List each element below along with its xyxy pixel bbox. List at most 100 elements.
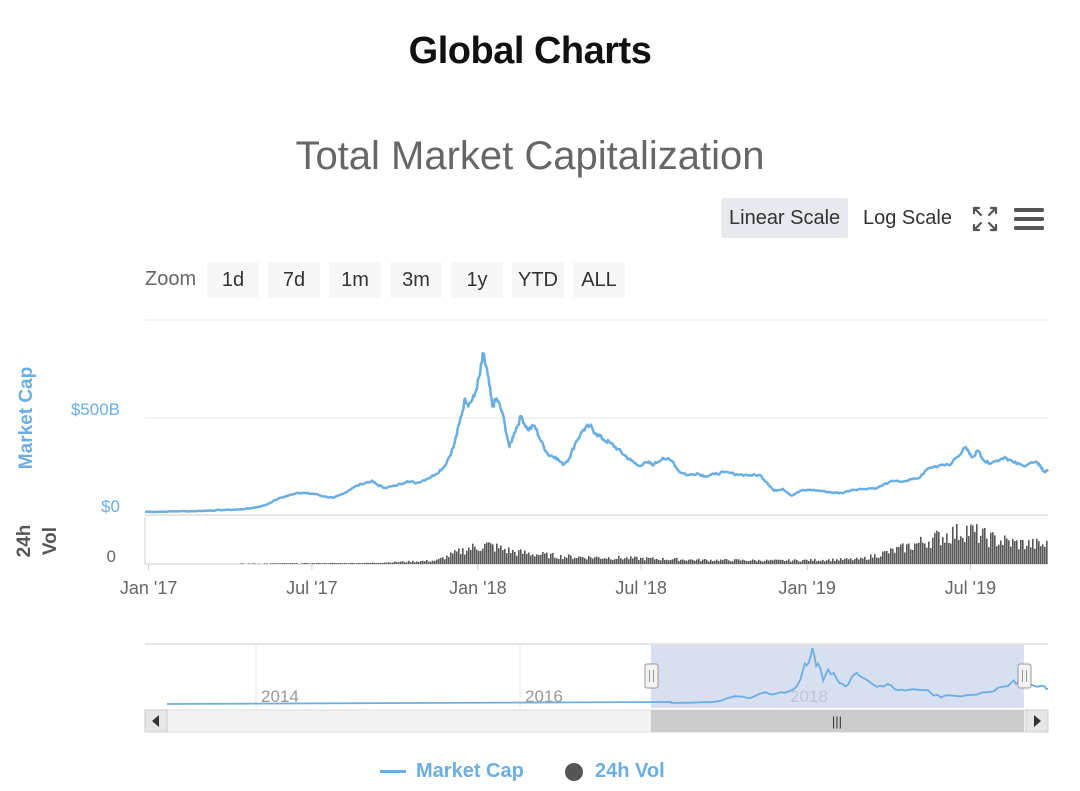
volume-bar (328, 563, 330, 564)
volume-bar (550, 553, 552, 564)
volume-bar (356, 563, 358, 564)
volume-bar (370, 562, 372, 564)
legend-item-market-cap[interactable]: Market Cap (380, 756, 524, 786)
volume-bar (888, 553, 890, 564)
volume-bar (418, 561, 420, 564)
volume-bar (932, 537, 934, 564)
linear-scale-button[interactable]: Linear Scale (721, 198, 849, 238)
zoom-1d-button[interactable]: 1d (207, 262, 259, 298)
y-tick-label: $500B (71, 400, 120, 419)
volume-bar (890, 548, 892, 564)
volume-bar (942, 537, 944, 564)
volume-bar (608, 557, 610, 564)
volume-bar (966, 525, 968, 564)
volume-bar (880, 556, 882, 564)
volume-bar (900, 544, 902, 564)
market-cap-series-line (145, 351, 1050, 514)
legend-label: Market Cap (416, 760, 524, 782)
volume-bar (758, 559, 760, 564)
volume-bar (432, 560, 434, 564)
volume-bar (1012, 538, 1014, 564)
volume-bar (774, 559, 776, 564)
scrollbar-left-button[interactable] (144, 709, 168, 733)
volume-bar (344, 562, 346, 564)
volume-bar (602, 558, 604, 564)
legend-label: 24h Vol (595, 760, 665, 782)
volume-bar (396, 562, 398, 564)
volume-bar (358, 562, 360, 564)
zoom-7d-button[interactable]: 7d (268, 262, 320, 298)
volume-bar (326, 563, 328, 564)
volume-bar (972, 525, 974, 564)
volume-bar (498, 548, 500, 564)
volume-bar (634, 556, 636, 564)
volume-bar (318, 562, 320, 564)
navigator-tick-label: 2014 (261, 687, 299, 706)
volume-bar (506, 553, 508, 564)
volume-bar (536, 554, 538, 564)
fullscreen-icon[interactable] (970, 204, 1000, 234)
volume-bar (406, 562, 408, 564)
volume-bar (712, 561, 714, 564)
navigator-left-handle[interactable] (644, 663, 659, 689)
scrollbar-track[interactable] (144, 709, 1049, 733)
zoom-ytd-button[interactable]: YTD (512, 262, 564, 298)
volume-bar (242, 563, 244, 564)
volume-bar (276, 563, 278, 564)
volume-bar (736, 559, 738, 564)
zoom-1y-button[interactable]: 1y (451, 262, 503, 298)
zoom-1m-button[interactable]: 1m (329, 262, 381, 298)
zoom-3m-button[interactable]: 3m (390, 262, 442, 298)
volume-bar (552, 553, 554, 564)
legend-item-24h-vol[interactable]: 24h Vol (565, 756, 665, 786)
volume-bar (784, 561, 786, 564)
scrollbar-thumb[interactable] (651, 710, 1024, 732)
navigator-right-handle[interactable] (1017, 663, 1032, 689)
volume-bar (794, 559, 796, 564)
volume-bar (486, 542, 488, 564)
volume-bar (1040, 546, 1042, 564)
volume-bar (252, 563, 254, 564)
volume-bar (628, 559, 630, 564)
x-tick-label: Jul '17 (286, 578, 337, 598)
volume-bar (368, 562, 370, 564)
volume-bar (600, 558, 602, 564)
zoom-all-button[interactable]: ALL (573, 262, 625, 298)
scrollbar-grip-icon: ||| (832, 714, 842, 729)
volume-bar (860, 557, 862, 564)
volume-bar (670, 559, 672, 564)
volume-bar (302, 563, 304, 564)
volume-bar (908, 543, 910, 564)
volume-bar (1044, 546, 1046, 564)
volume-bar (518, 550, 520, 564)
volume-bar (848, 559, 850, 564)
volume-bar (688, 559, 690, 564)
volume-bar (884, 551, 886, 564)
hamburger-menu-icon[interactable] (1012, 205, 1046, 233)
volume-bar (896, 546, 898, 564)
volume-bar (998, 544, 1000, 564)
volume-bar (566, 557, 568, 564)
volume-bar (468, 547, 470, 564)
volume-bar (278, 563, 280, 564)
volume-bar (474, 546, 476, 564)
volume-bar (286, 563, 288, 564)
volume-bar (726, 559, 728, 564)
volume-bar (596, 556, 598, 564)
volume-bar (1028, 540, 1030, 564)
volume-bar (572, 558, 574, 564)
volume-bar (500, 545, 502, 564)
volume-bar (534, 556, 536, 564)
volume-bar (604, 558, 606, 564)
volume-bar (1018, 549, 1020, 564)
volume-bar (400, 561, 402, 564)
volume-bar (658, 559, 660, 564)
volume-bar (1020, 539, 1022, 564)
volume-bar (992, 532, 994, 564)
volume-bar (514, 551, 516, 564)
log-scale-button[interactable]: Log Scale (863, 207, 952, 229)
scrollbar-right-button[interactable] (1025, 709, 1049, 733)
volume-bar (482, 548, 484, 564)
volume-bar (664, 560, 666, 564)
volume-bar (476, 549, 478, 564)
